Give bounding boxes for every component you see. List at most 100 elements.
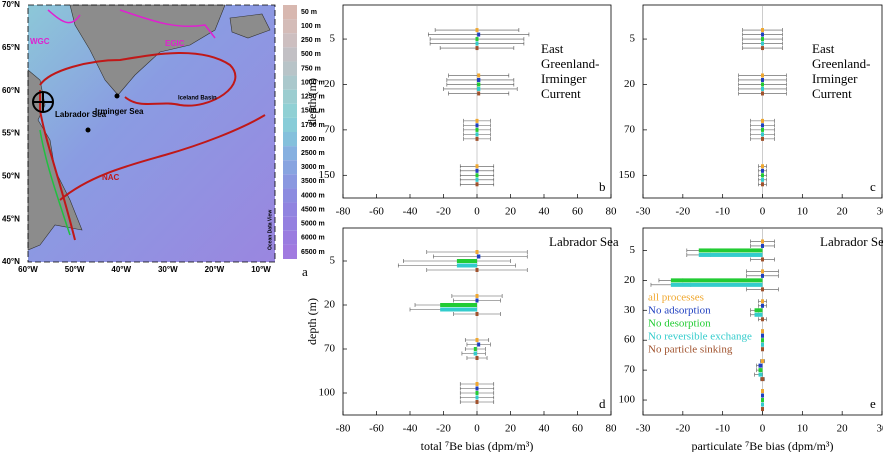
bar [754, 308, 763, 313]
legend-swatch [283, 103, 297, 118]
legend-swatch [283, 19, 297, 34]
legend-label: 4500 m [301, 206, 325, 213]
bar [475, 28, 479, 33]
panel-title: Irminger [812, 71, 858, 86]
bar [475, 37, 479, 42]
bar [761, 377, 764, 382]
legend-label: 1500 m [301, 108, 325, 115]
y-tick-label: 20 [624, 78, 636, 90]
bar [440, 303, 477, 307]
bar [761, 182, 764, 187]
bar [761, 269, 764, 274]
x-tick-label: 80 [606, 206, 618, 218]
bar [761, 123, 764, 128]
legend-label: 750 m [301, 65, 321, 72]
panel-title: Labrador Sea [820, 234, 883, 249]
bar [440, 307, 477, 312]
x-tick-label: -40 [403, 206, 418, 218]
legend-swatch [283, 132, 297, 147]
x-tick-label: 80 [606, 423, 618, 435]
legend-label: 6000 m [301, 235, 325, 242]
bar [761, 389, 764, 394]
y-tick-label: 100 [319, 387, 336, 399]
bar [475, 136, 479, 141]
bar [475, 400, 479, 404]
panel-title: Current [812, 86, 852, 101]
bar [475, 41, 479, 46]
bar [761, 299, 764, 304]
bar [761, 46, 764, 51]
labrador-coast [27, 69, 83, 251]
legend-entry: No particle sinking [648, 344, 733, 356]
legend-label: 5000 m [301, 221, 325, 228]
bar [475, 46, 479, 51]
bar [477, 73, 481, 78]
bar [475, 294, 479, 298]
x-tick-label: -80 [336, 423, 351, 435]
bar [698, 248, 763, 253]
bar [761, 398, 764, 403]
panel-letter: e [870, 396, 876, 411]
x-tick-label: 40 [539, 206, 551, 218]
legend-entry: No reversible exchange [648, 331, 752, 343]
legend-entry: all processes [648, 292, 704, 304]
current-egic [47, 9, 216, 39]
panel-letter: d [599, 396, 606, 411]
bar [477, 254, 481, 259]
bar [758, 368, 763, 373]
legend-label: 1250 m [301, 94, 325, 101]
legend-label: 100 m [301, 23, 321, 30]
x-tick-label: -10 [715, 206, 730, 218]
x-tick-label: 30 [877, 206, 883, 218]
bar [477, 32, 481, 37]
credit: Ocean Data View [267, 210, 273, 250]
bar [761, 359, 764, 364]
feature-label: EGIC [165, 39, 185, 48]
x-tick-label: 20 [837, 423, 849, 435]
greenland [69, 4, 226, 96]
x-tick-label: -20 [675, 206, 690, 218]
legend-swatch [283, 216, 297, 231]
bar [761, 303, 764, 308]
bar [475, 118, 479, 123]
lat-label: 40°N [2, 257, 20, 266]
bar [477, 77, 481, 82]
x-tick-label: 0 [474, 206, 480, 218]
bar [477, 86, 481, 91]
bar [475, 312, 479, 316]
legend-swatch [283, 61, 297, 76]
bar [761, 329, 764, 334]
legend-label: 250 m [301, 37, 321, 44]
bar [477, 91, 481, 96]
current-arrows [39, 52, 266, 241]
x-tick-label: 0 [760, 206, 766, 218]
x-tick-label: -20 [675, 423, 690, 435]
bar [475, 132, 479, 137]
panel-title: Greenland- [541, 56, 599, 71]
lon-label: 40°W [111, 265, 131, 274]
y-tick-label: 5 [630, 244, 636, 256]
panel-title: Greenland- [812, 56, 870, 71]
x-tick-label: 0 [474, 423, 480, 435]
bar [761, 127, 764, 132]
legend-swatch [283, 33, 297, 48]
bar [475, 164, 479, 169]
bar [761, 347, 764, 352]
lat-label: 45°N [2, 214, 20, 223]
legend-swatch [283, 117, 297, 132]
legend-swatch [283, 160, 297, 175]
legend-entry: No desorption [648, 318, 711, 330]
bar [456, 259, 477, 263]
x-tick-label: 30 [877, 423, 883, 435]
x-tick-label: 10 [797, 423, 809, 435]
bar [758, 363, 763, 368]
legend-swatch [283, 244, 297, 259]
panel-letter: b [599, 179, 606, 194]
panel-title: Irminger [541, 71, 587, 86]
y-tick-label: 20 [324, 299, 336, 311]
bar [477, 82, 481, 87]
lat-label: 55°N [2, 129, 20, 138]
lon-label: 10°W [251, 265, 271, 274]
current-lc [39, 129, 71, 236]
